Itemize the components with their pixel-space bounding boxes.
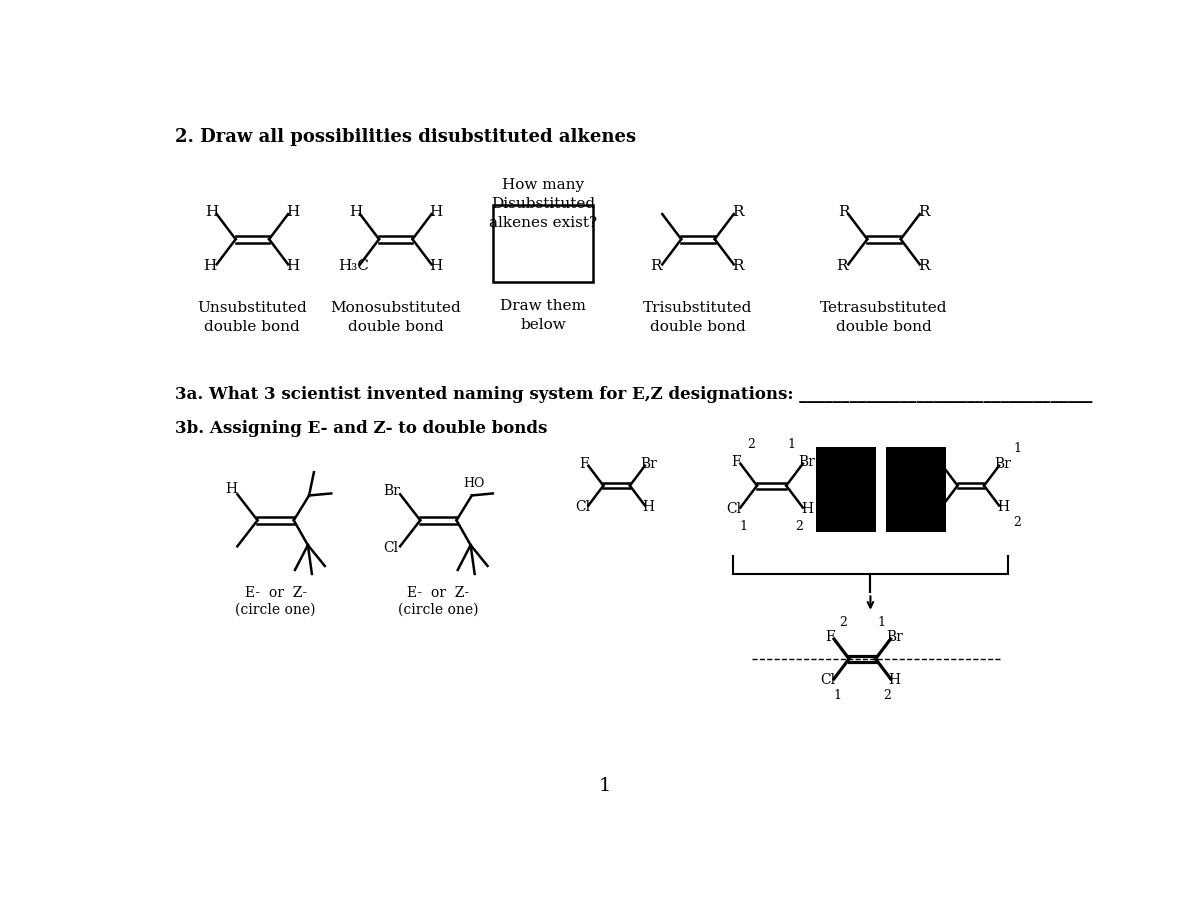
Bar xyxy=(493,205,593,281)
Text: Unsubstituted: Unsubstituted xyxy=(197,301,307,314)
Text: Br: Br xyxy=(994,457,1012,471)
Text: R: R xyxy=(836,259,847,273)
Text: H: H xyxy=(226,482,238,496)
Text: Br: Br xyxy=(383,484,400,498)
Text: Cl: Cl xyxy=(384,541,398,555)
Text: Br: Br xyxy=(799,455,816,469)
Text: double bond: double bond xyxy=(204,320,300,334)
Text: Disubstituted: Disubstituted xyxy=(491,197,595,211)
Text: 1: 1 xyxy=(877,616,885,629)
Text: 1: 1 xyxy=(1013,443,1021,455)
Text: F: F xyxy=(732,455,741,469)
Text: 1: 1 xyxy=(599,777,611,795)
Text: H: H xyxy=(889,673,901,687)
Text: 2: 2 xyxy=(795,520,804,533)
Text: Monosubstituted: Monosubstituted xyxy=(331,301,461,314)
Text: Tetrasubstituted: Tetrasubstituted xyxy=(820,301,948,314)
Text: alkenes exist?: alkenes exist? xyxy=(489,216,597,230)
Text: E-  or  Z-: E- or Z- xyxy=(245,585,306,599)
Text: R: R xyxy=(733,259,743,273)
Text: H: H xyxy=(429,205,442,219)
Bar xyxy=(885,447,946,532)
Text: R: R xyxy=(838,205,850,219)
Text: double bond: double bond xyxy=(836,320,931,334)
Text: below: below xyxy=(520,318,566,332)
Text: H: H xyxy=(203,259,216,273)
Text: 2: 2 xyxy=(839,616,847,629)
Text: Br: Br xyxy=(886,631,903,644)
Text: 2. Draw all possibilities disubstituted alkenes: 2. Draw all possibilities disubstituted … xyxy=(175,127,636,146)
Text: R: R xyxy=(650,259,662,273)
Text: 2: 2 xyxy=(1013,516,1021,529)
Text: 3b. Assigning E- and Z- to double bonds: 3b. Assigning E- and Z- to double bonds xyxy=(175,420,547,437)
Text: 2: 2 xyxy=(884,690,891,703)
Text: 3a. What 3 scientist invented naming system for E,Z designations: ______________: 3a. What 3 scientist invented naming sys… xyxy=(175,385,1092,403)
Text: H: H xyxy=(643,500,655,514)
Text: R: R xyxy=(918,259,930,273)
Text: R: R xyxy=(918,205,930,219)
Text: E-  or  Z-: E- or Z- xyxy=(408,585,469,599)
Text: Br: Br xyxy=(641,457,657,471)
Text: 1: 1 xyxy=(740,520,748,533)
Text: F: F xyxy=(825,631,834,644)
Text: How many: How many xyxy=(502,178,584,192)
Text: 2: 2 xyxy=(747,438,755,451)
Text: H: H xyxy=(286,205,299,219)
Text: H: H xyxy=(801,502,813,516)
Text: 1: 1 xyxy=(787,438,795,451)
Text: Draw them: Draw them xyxy=(500,299,586,313)
Text: H: H xyxy=(206,205,219,219)
Bar xyxy=(816,447,876,532)
Text: H₃C: H₃C xyxy=(338,259,369,273)
Text: double bond: double bond xyxy=(650,320,746,334)
Text: double bond: double bond xyxy=(348,320,443,334)
Text: Cl: Cl xyxy=(576,500,590,514)
Text: R: R xyxy=(733,205,743,219)
Text: H: H xyxy=(286,259,299,273)
Text: (circle one): (circle one) xyxy=(235,603,316,617)
Text: Trisubstituted: Trisubstituted xyxy=(643,301,753,314)
Text: H: H xyxy=(349,205,362,219)
Text: Cl: Cl xyxy=(820,673,836,687)
Text: HO: HO xyxy=(463,477,485,490)
Text: (circle one): (circle one) xyxy=(398,603,479,617)
Text: 1: 1 xyxy=(833,690,842,703)
Text: F: F xyxy=(579,457,590,471)
Text: Cl: Cl xyxy=(727,502,741,516)
Text: H: H xyxy=(429,259,442,273)
Text: H: H xyxy=(996,500,1009,514)
